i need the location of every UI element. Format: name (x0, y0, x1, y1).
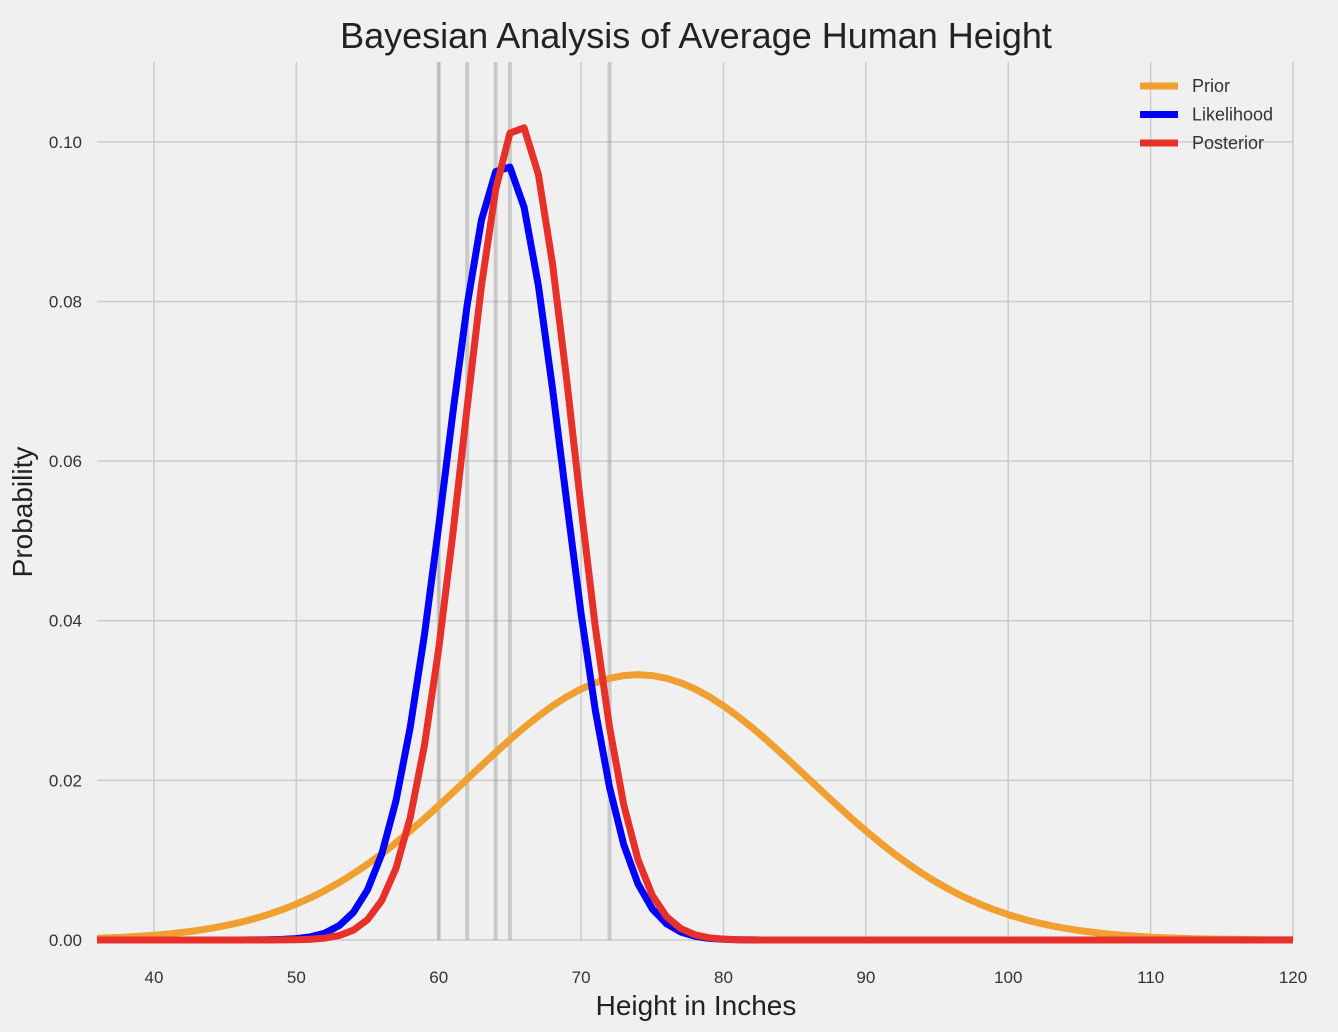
x-tick-label: 70 (572, 968, 591, 987)
x-tick-label: 110 (1137, 968, 1164, 987)
y-tick-label: 0.04 (49, 612, 82, 631)
chart-title: Bayesian Analysis of Average Human Heigh… (340, 15, 1052, 56)
x-tick-label: 80 (714, 968, 733, 987)
y-axis-label: Probability (7, 447, 38, 578)
legend-label-posterior: Posterior (1192, 133, 1264, 153)
y-tick-label: 0.06 (49, 452, 82, 471)
y-tick-label: 0.00 (49, 931, 82, 950)
x-tick-label: 90 (856, 968, 875, 987)
x-tick-label: 100 (994, 968, 1022, 987)
series-lines (96, 124, 1293, 944)
y-tick-label: 0.02 (49, 771, 82, 790)
y-tick-label: 0.08 (49, 292, 82, 311)
legend: Prior Likelihood Posterior (1140, 76, 1273, 153)
legend-label-prior: Prior (1192, 76, 1230, 96)
grid (97, 62, 1294, 941)
x-tick-label: 120 (1279, 968, 1307, 987)
x-tick-label: 50 (287, 968, 306, 987)
x-tick-label: 60 (429, 968, 448, 987)
legend-label-likelihood: Likelihood (1192, 105, 1273, 125)
series-line-prior (96, 671, 1293, 944)
x-tick-label: 40 (144, 968, 163, 987)
y-tick-labels: 0.00 0.02 0.04 0.06 0.08 0.10 (49, 133, 82, 950)
x-tick-labels: 40 50 60 70 80 90 100 110 120 (144, 968, 1307, 987)
y-tick-label: 0.10 (49, 133, 82, 152)
x-axis-label: Height in Inches (596, 990, 797, 1021)
series-line-posterior (97, 124, 1293, 944)
